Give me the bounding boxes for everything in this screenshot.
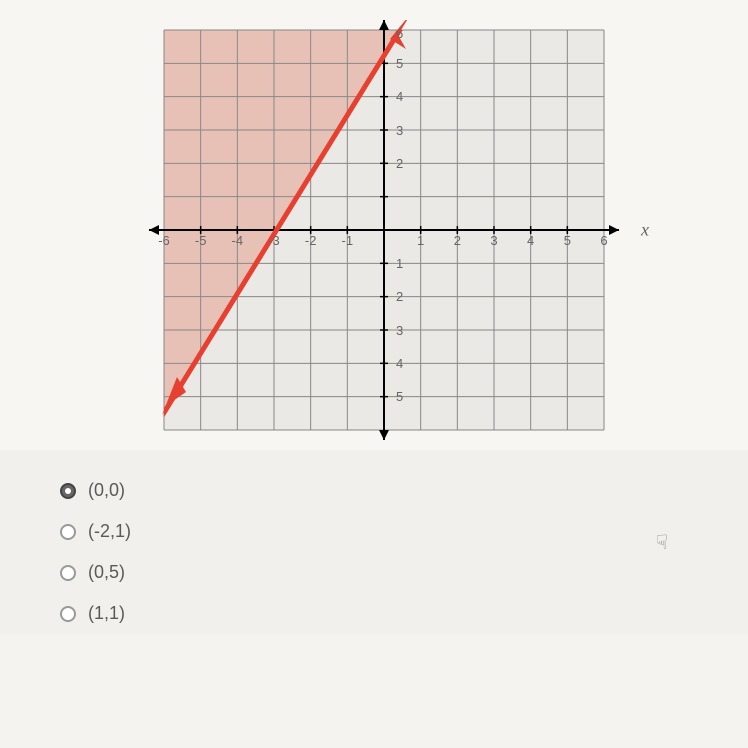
y-arrow-down [379,430,389,440]
option-label: (0,5) [88,562,125,583]
option-row[interactable]: (0,5) [60,552,748,593]
radio-button[interactable] [60,483,76,499]
svg-text:4: 4 [396,89,403,104]
option-row[interactable]: (1,1) [60,593,748,634]
svg-text:6: 6 [396,26,403,41]
svg-text:5: 5 [564,233,571,248]
svg-text:-6: -6 [158,233,170,248]
svg-text:3: 3 [396,123,403,138]
radio-button[interactable] [60,524,76,540]
svg-text:3: 3 [490,233,497,248]
svg-text:-4: -4 [232,233,244,248]
svg-text:2: 2 [396,289,403,304]
chart-container: -6 -5 -4 -3 -2 -1 1 2 3 4 5 6 2 3 4 5 6 … [0,0,748,450]
option-label: (1,1) [88,603,125,624]
answer-options: (0,0) (-2,1) (0,5) (1,1) [0,450,748,634]
svg-text:5: 5 [396,389,403,404]
svg-text:-3: -3 [268,233,280,248]
inequality-graph: -6 -5 -4 -3 -2 -1 1 2 3 4 5 6 2 3 4 5 6 … [144,20,624,440]
svg-text:5: 5 [396,56,403,71]
svg-text:3: 3 [396,323,403,338]
svg-text:6: 6 [600,233,607,248]
option-row[interactable]: (0,0) [60,470,748,511]
svg-text:4: 4 [396,356,403,371]
option-row[interactable]: (-2,1) [60,511,748,552]
svg-text:2: 2 [454,233,461,248]
cursor-icon: ☟ [656,530,668,555]
chart-wrapper: -6 -5 -4 -3 -2 -1 1 2 3 4 5 6 2 3 4 5 6 … [144,20,624,440]
svg-text:-1: -1 [342,233,354,248]
radio-button[interactable] [60,565,76,581]
option-label: (-2,1) [88,521,131,542]
svg-text:4: 4 [527,233,534,248]
svg-text:2: 2 [396,156,403,171]
y-arrow-up [379,20,389,30]
svg-text:1: 1 [396,256,403,271]
svg-text:-2: -2 [305,233,317,248]
radio-button[interactable] [60,606,76,622]
x-axis-label: x [641,220,649,241]
x-arrow-right [609,225,619,235]
svg-text:1: 1 [417,233,424,248]
svg-text:-5: -5 [195,233,207,248]
option-label: (0,0) [88,480,125,501]
